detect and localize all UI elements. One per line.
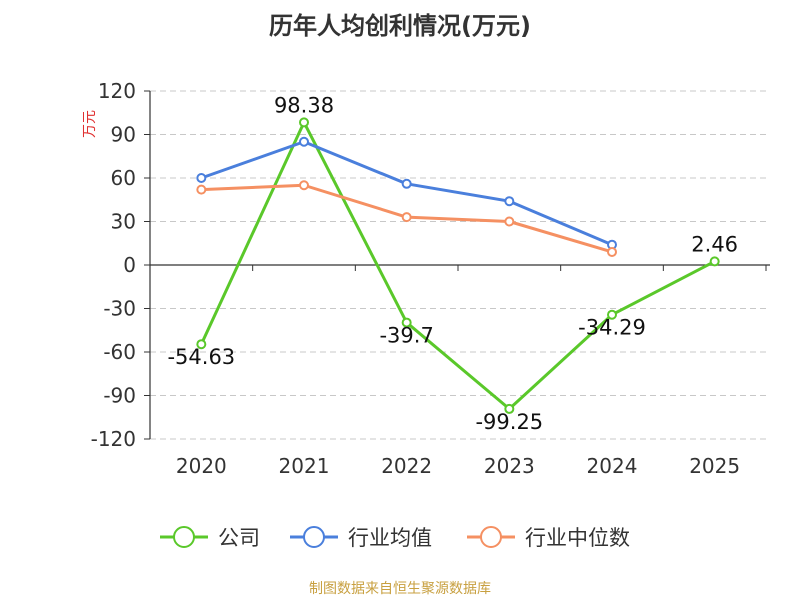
legend-label: 行业均值 bbox=[348, 526, 432, 550]
series-line-1 bbox=[200, 140, 613, 247]
x-tick-label: 2024 bbox=[587, 454, 638, 478]
series-group bbox=[196, 117, 720, 414]
data-label: -99.25 bbox=[475, 410, 543, 434]
y-tick-label: -60 bbox=[103, 340, 136, 364]
source-footer: 制图数据来自恒生聚源数据库 bbox=[309, 581, 491, 597]
data-point bbox=[607, 246, 617, 257]
y-tick-label: -30 bbox=[103, 297, 136, 321]
y-tick-label: 120 bbox=[98, 79, 136, 103]
y-tick-label: 0 bbox=[123, 253, 136, 277]
x-tick-label: 2021 bbox=[279, 454, 330, 478]
legend-marker bbox=[303, 526, 325, 548]
legend-item: 行业中位数 bbox=[467, 526, 630, 550]
data-point bbox=[504, 196, 515, 207]
chart-title: 历年人均创利情况(万元) bbox=[269, 12, 531, 40]
y-tick-label: -90 bbox=[103, 384, 136, 408]
series-line-0 bbox=[199, 120, 716, 411]
data-point bbox=[299, 117, 309, 128]
data-point bbox=[401, 178, 412, 189]
legend-marker bbox=[173, 526, 195, 548]
data-point bbox=[709, 256, 720, 267]
data-labels: -54.63 98.38 -39.7 -99.25 -34.29 2.46 bbox=[167, 93, 738, 434]
data-point bbox=[504, 216, 515, 227]
y-tick-label: 90 bbox=[111, 123, 136, 147]
legend: 公司 行业均值 行业中位数 bbox=[160, 526, 630, 550]
legend-item: 行业均值 bbox=[290, 526, 432, 550]
legend-label: 公司 bbox=[218, 526, 260, 550]
y-axis-ticks: 120 90 60 30 0 -30 -60 -90 -120 bbox=[91, 79, 150, 451]
data-point bbox=[401, 212, 412, 223]
y-axis-label: 万元 bbox=[82, 110, 98, 138]
data-point bbox=[299, 136, 309, 147]
y-tick-label: 60 bbox=[111, 166, 136, 190]
data-point bbox=[299, 180, 309, 191]
data-point bbox=[607, 309, 617, 320]
grid-lines bbox=[150, 90, 766, 440]
x-tick-label: 2025 bbox=[689, 454, 740, 478]
legend-marker bbox=[480, 526, 502, 548]
axes bbox=[149, 91, 770, 439]
legend-item: 公司 bbox=[160, 526, 260, 550]
data-label: -54.63 bbox=[167, 345, 235, 369]
data-label: -39.7 bbox=[379, 324, 433, 348]
data-point bbox=[196, 184, 207, 195]
data-point bbox=[196, 173, 207, 183]
x-tick-label: 2023 bbox=[484, 454, 535, 478]
data-point bbox=[401, 317, 412, 328]
data-point bbox=[504, 403, 515, 414]
y-tick-label: -120 bbox=[91, 427, 136, 451]
x-axis-ticks: 2020 2021 2022 2023 2024 2025 bbox=[176, 454, 740, 478]
data-label: 2.46 bbox=[691, 232, 738, 256]
data-label: 98.38 bbox=[274, 93, 334, 117]
x-tick-label: 2022 bbox=[381, 454, 432, 478]
y-tick-label: 30 bbox=[111, 210, 136, 234]
legend-label: 行业中位数 bbox=[525, 526, 630, 550]
data-point bbox=[196, 339, 207, 350]
x-tick-label: 2020 bbox=[176, 454, 227, 478]
data-label: -34.29 bbox=[578, 316, 646, 340]
